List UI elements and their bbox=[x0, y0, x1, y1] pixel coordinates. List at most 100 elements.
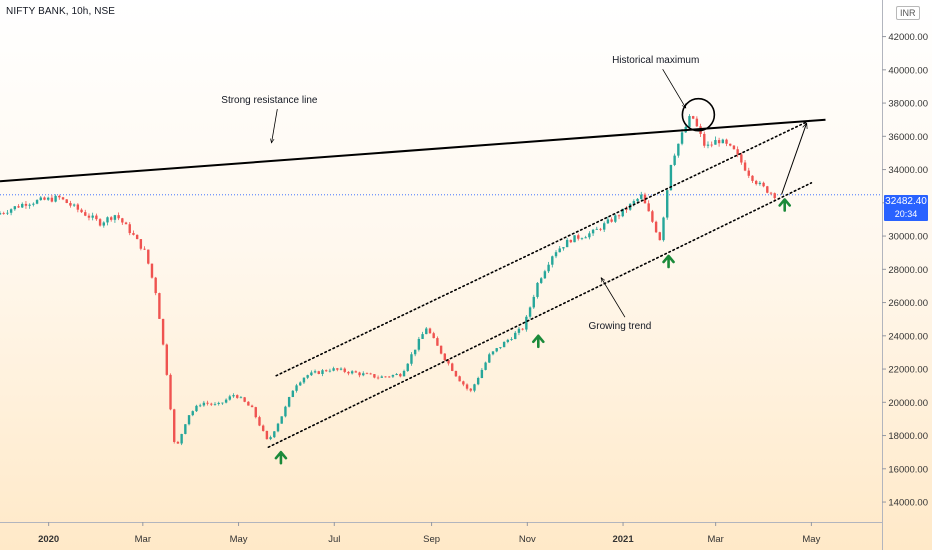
candle-body bbox=[247, 401, 250, 406]
candle-body bbox=[28, 204, 31, 206]
candle-body bbox=[451, 363, 454, 371]
candle-body bbox=[61, 197, 65, 200]
candle-body bbox=[87, 215, 91, 218]
currency-badge[interactable]: INR bbox=[896, 6, 920, 20]
candle-body bbox=[369, 373, 372, 375]
candle-body bbox=[165, 344, 169, 375]
candle-body bbox=[21, 203, 24, 208]
trendline-resistance bbox=[0, 118, 826, 183]
candle-body bbox=[158, 293, 161, 319]
candle-body bbox=[588, 233, 591, 238]
candle-body bbox=[13, 206, 17, 210]
candle-body bbox=[603, 223, 606, 230]
annotation-label: Growing trend bbox=[589, 321, 652, 332]
candle-body bbox=[736, 149, 739, 155]
candle-body bbox=[703, 133, 706, 146]
candle-body bbox=[299, 382, 302, 386]
candle-body bbox=[658, 232, 662, 241]
candle-body bbox=[150, 263, 154, 278]
candle-body bbox=[250, 405, 254, 408]
chart-annotations: Strong resistance line Historical maximum… bbox=[221, 55, 806, 465]
annotation-pointer bbox=[662, 68, 686, 108]
candle-body bbox=[161, 318, 165, 345]
candle-body bbox=[754, 180, 758, 185]
y-tick-label: 26000.00 bbox=[888, 298, 928, 309]
candle-body bbox=[176, 441, 180, 444]
candle-body bbox=[373, 374, 376, 378]
candle-body bbox=[217, 402, 220, 404]
candle-body bbox=[54, 195, 57, 202]
y-tick-label: 38000.00 bbox=[888, 99, 928, 110]
candle-body bbox=[766, 186, 769, 193]
candle-body bbox=[310, 372, 313, 376]
candle-body bbox=[198, 405, 202, 407]
candle-body bbox=[128, 224, 131, 234]
up-arrow-icon bbox=[274, 450, 288, 465]
candle-body bbox=[432, 333, 435, 339]
candle-body bbox=[617, 215, 621, 217]
candle-body bbox=[599, 228, 602, 230]
candle-body bbox=[606, 219, 610, 224]
candle-body bbox=[773, 193, 776, 199]
x-tick-label: May bbox=[230, 534, 248, 545]
candle-body bbox=[232, 395, 235, 397]
candle-body bbox=[762, 182, 765, 187]
candle-body bbox=[69, 203, 72, 206]
up-arrow-icon bbox=[662, 254, 675, 269]
candle-body bbox=[584, 237, 587, 239]
annotation-pointer bbox=[272, 109, 278, 143]
x-tick-label: Nov bbox=[519, 534, 536, 545]
candle-body bbox=[273, 431, 276, 438]
y-tick-label: 36000.00 bbox=[888, 132, 928, 143]
candle-body bbox=[480, 369, 484, 378]
candle-body bbox=[202, 402, 206, 406]
candle-body bbox=[317, 371, 320, 374]
candle-body bbox=[562, 247, 565, 249]
candle-body bbox=[102, 222, 105, 226]
candle-body bbox=[39, 197, 42, 201]
candle-body bbox=[543, 271, 547, 279]
candle-body bbox=[95, 215, 98, 220]
candle-body bbox=[254, 407, 257, 418]
x-tick-label: Sep bbox=[423, 534, 440, 545]
candle-body bbox=[551, 256, 554, 265]
candle-body bbox=[339, 368, 343, 370]
candle-body bbox=[154, 277, 157, 294]
y-tick-label: 18000.00 bbox=[888, 431, 928, 442]
candle-body bbox=[121, 218, 124, 223]
last-price-tag: 32482.40 20:34 bbox=[884, 195, 928, 221]
candle-body bbox=[532, 296, 535, 308]
candle-body bbox=[258, 417, 261, 426]
candle-body bbox=[473, 384, 476, 391]
y-tick-label: 20000.00 bbox=[888, 398, 928, 409]
candle-body bbox=[358, 372, 361, 376]
candle-body bbox=[413, 349, 417, 355]
candle-body bbox=[484, 362, 487, 370]
candle-body bbox=[610, 219, 613, 222]
candle-body bbox=[499, 347, 502, 349]
y-tick-label: 30000.00 bbox=[888, 232, 928, 243]
candle-body bbox=[221, 402, 224, 404]
candle-body bbox=[343, 368, 346, 372]
candle-body bbox=[395, 374, 398, 375]
candle-body bbox=[384, 376, 387, 378]
x-tick-label: May bbox=[802, 534, 820, 545]
candle-body bbox=[514, 332, 517, 340]
candle-body bbox=[558, 248, 561, 253]
candle-body bbox=[491, 351, 495, 355]
candle-body bbox=[691, 116, 695, 119]
candle-body bbox=[740, 154, 743, 163]
y-tick-label: 28000.00 bbox=[888, 265, 928, 276]
candle-body bbox=[636, 198, 639, 202]
candle-body bbox=[569, 239, 573, 243]
candle-body bbox=[547, 264, 550, 272]
last-price-value: 32482.40 bbox=[885, 196, 927, 207]
candle-body bbox=[313, 371, 317, 373]
y-tick-label: 42000.00 bbox=[888, 32, 928, 43]
candle-body bbox=[725, 139, 728, 144]
candle-body bbox=[306, 375, 309, 378]
candle-body bbox=[525, 316, 528, 330]
y-tick-label: 24000.00 bbox=[888, 331, 928, 342]
